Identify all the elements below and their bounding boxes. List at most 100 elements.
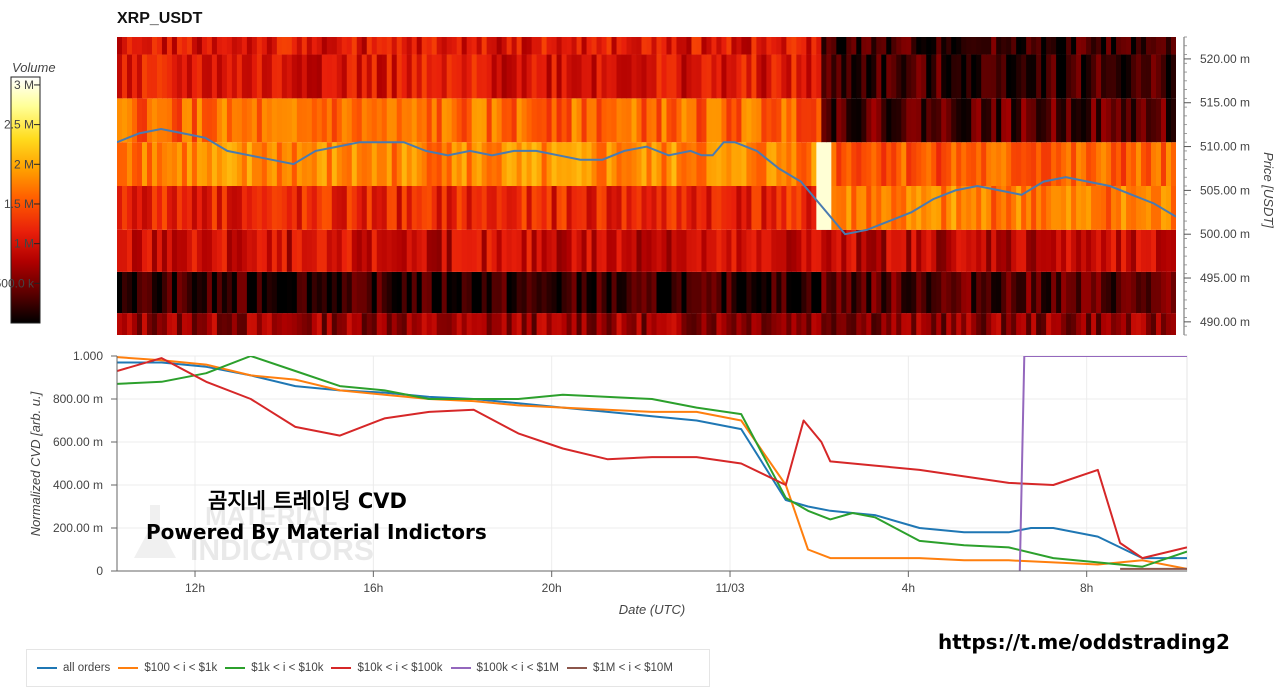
heatmap-cell — [1076, 98, 1082, 143]
heatmap-cell — [911, 186, 917, 230]
heatmap-cell — [691, 313, 698, 335]
heatmap-cell — [536, 142, 543, 186]
heatmap-cell — [1051, 271, 1057, 314]
heatmap-cell — [311, 271, 318, 314]
heatmap-cell — [1011, 186, 1017, 230]
heatmap-cell — [301, 271, 308, 314]
cvd-x-tick-label: 12h — [185, 581, 205, 595]
heatmap-cell — [356, 142, 363, 186]
heatmap-cell — [951, 98, 957, 143]
heatmap-cell — [1171, 229, 1176, 272]
heatmap-cell — [501, 186, 508, 230]
heatmap-cell — [1131, 142, 1137, 186]
heatmap-cell — [551, 313, 558, 335]
heatmap-cell — [1056, 229, 1062, 272]
heatmap-cell — [1046, 229, 1052, 272]
heatmap-cell — [891, 142, 897, 186]
heatmap-cell — [896, 54, 902, 99]
heatmap-cell — [761, 37, 767, 55]
heatmap-cell — [1141, 142, 1147, 186]
heatmap-cell — [821, 142, 827, 186]
heatmap-cell — [421, 142, 428, 186]
heatmap-cell — [446, 313, 453, 335]
heatmap-cell — [1156, 313, 1162, 335]
watermark-logo-line2: INDICATORS — [190, 534, 374, 567]
telegram-link[interactable]: https://t.me/oddstrading2 — [938, 630, 1230, 654]
heatmap-cell — [901, 54, 907, 99]
heatmap-cell — [1161, 229, 1167, 272]
heatmap-cell — [656, 54, 663, 99]
heatmap-cell — [861, 186, 867, 230]
heatmap-cell — [331, 54, 338, 99]
heatmap-cell — [316, 98, 323, 143]
heatmap-cell — [621, 98, 628, 143]
legend-item[interactable]: $100 < i < $1k — [118, 662, 217, 674]
heatmap-cell — [1026, 186, 1032, 230]
heatmap-cell — [546, 37, 553, 55]
heatmap-cell — [156, 98, 163, 143]
heatmap-cell — [1056, 54, 1062, 99]
heatmap-cell — [406, 54, 413, 99]
legend-item[interactable]: all orders — [37, 662, 110, 674]
heatmap-cell — [701, 142, 708, 186]
heatmap-cell — [1056, 98, 1062, 143]
cvd-y-tick-label: 400.00 m — [53, 478, 103, 492]
heatmap-cell — [876, 229, 882, 272]
heatmap-cell — [436, 98, 443, 143]
heatmap-cell — [256, 37, 263, 55]
legend-item[interactable]: $1M < i < $10M — [567, 662, 673, 674]
heatmap-cell — [976, 229, 982, 272]
heatmap-cell — [676, 37, 683, 55]
heatmap-cell — [1021, 186, 1027, 230]
heatmap-cell — [496, 98, 503, 143]
legend: all orders $100 < i < $1k $1k < i < $10k $1… — [26, 649, 710, 687]
heatmap-cell — [1106, 54, 1112, 99]
heatmap-cell — [946, 142, 952, 186]
heatmap-cell — [676, 186, 683, 230]
heatmap-cell — [381, 271, 388, 314]
heatmap-cell — [876, 142, 882, 186]
heatmap-cell — [356, 229, 363, 272]
legend-item[interactable]: $10k < i < $100k — [331, 662, 443, 674]
heatmap-cell — [131, 142, 138, 186]
heatmap-cell — [1121, 37, 1127, 55]
heatmap-cell — [866, 54, 872, 99]
heatmap-cell — [176, 37, 183, 55]
heatmap-cell — [976, 142, 982, 186]
heatmap-cell — [676, 98, 683, 143]
heatmap-cell — [626, 313, 633, 335]
heatmap-cell — [196, 98, 203, 143]
heatmap-cell — [281, 98, 288, 143]
heatmap-cell — [1061, 142, 1067, 186]
heatmap-cell — [1116, 229, 1122, 272]
heatmap-cell — [191, 37, 198, 55]
heatmap-cell — [771, 98, 777, 143]
heatmap-cell — [946, 186, 952, 230]
heatmap-cell — [1036, 271, 1042, 314]
heatmap-cell — [336, 186, 343, 230]
heatmap-cell — [491, 54, 498, 99]
legend-item[interactable]: $1k < i < $10k — [225, 662, 323, 674]
heatmap-cell — [476, 37, 483, 55]
colorbar-ticks: 3 M2.5 M2 M1.5 M1 M500.0 k — [0, 78, 40, 290]
heatmap-cell — [1101, 98, 1107, 143]
heatmap-cell — [451, 186, 458, 230]
heatmap-cell — [576, 271, 583, 314]
heatmap-cell — [951, 54, 957, 99]
heatmap-cell — [251, 142, 258, 186]
heatmap-cell — [816, 54, 822, 99]
heatmap-cell — [1086, 186, 1092, 230]
heatmap-cell — [406, 98, 413, 143]
heatmap-cell — [331, 98, 338, 143]
heatmap-cell — [686, 54, 693, 99]
heatmap-cell — [1061, 54, 1067, 99]
heatmap-cell — [851, 37, 857, 55]
legend-swatch — [225, 667, 246, 669]
legend-item[interactable]: $100k < i < $1M — [450, 662, 559, 674]
heatmap-cell — [876, 271, 882, 314]
heatmap-cell — [881, 229, 887, 272]
heatmap-cell — [286, 186, 293, 230]
heatmap-cell — [151, 313, 158, 335]
heatmap-cell — [581, 229, 588, 272]
heatmap-cell — [1126, 54, 1132, 99]
